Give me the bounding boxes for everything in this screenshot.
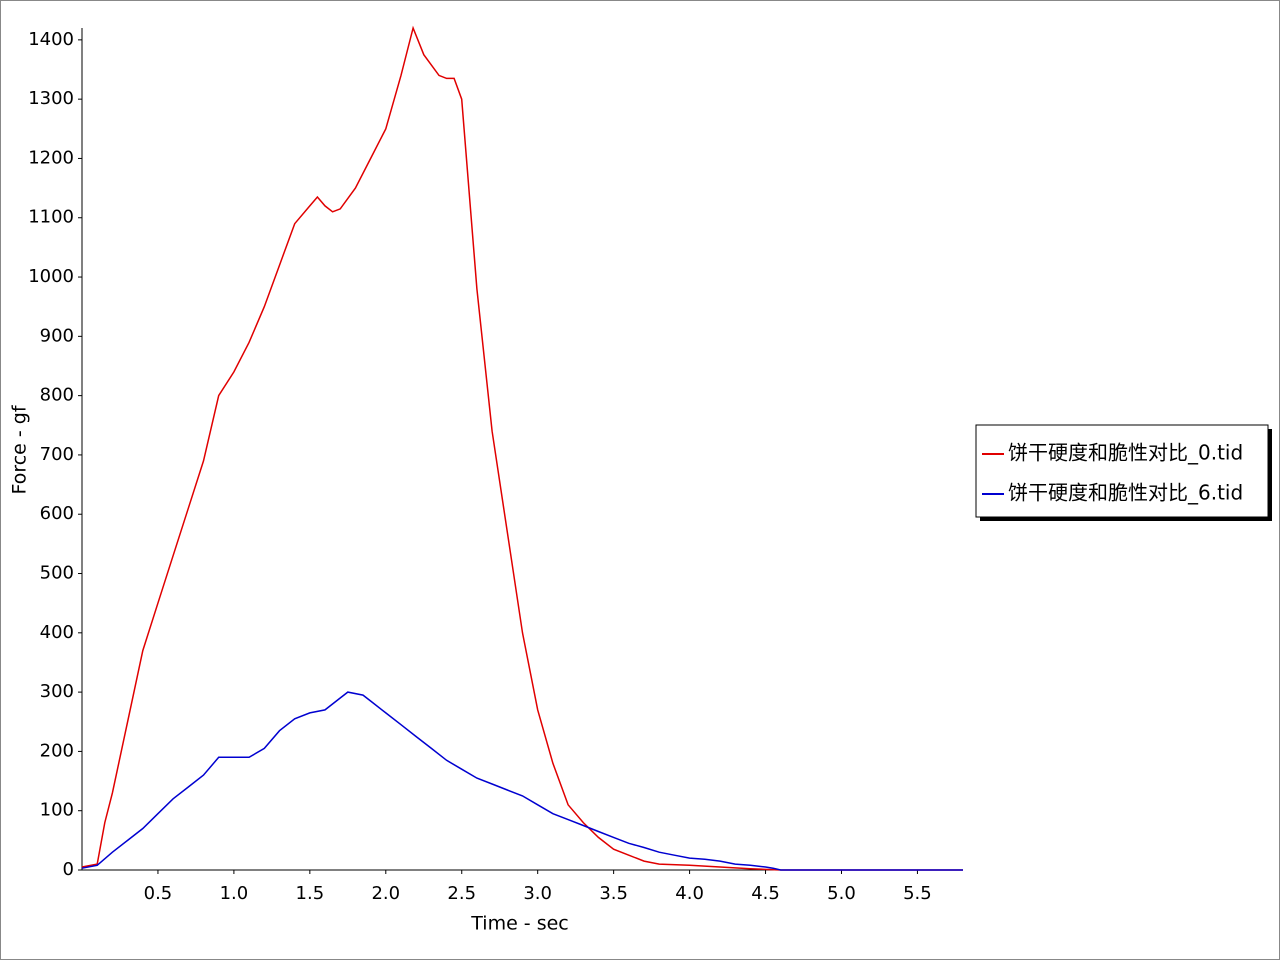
legend-label: 饼干硬度和脆性对比_6.tid — [1008, 481, 1243, 505]
y-tick-label: 400 — [40, 622, 74, 643]
y-tick-label: 1000 — [28, 266, 74, 287]
x-tick-label: 3.5 — [599, 883, 628, 904]
y-tick-label: 300 — [40, 681, 74, 702]
line — [81, 25, 963, 871]
y-tick-label: 1200 — [28, 147, 74, 168]
x-tick-label: 2.0 — [371, 883, 400, 904]
legend — [975, 424, 1269, 518]
y-axis-label: Force - gf — [9, 404, 31, 494]
y-tick-label: 1100 — [28, 207, 74, 228]
y-tick-label: 100 — [40, 800, 74, 821]
x-tick-label: 0.5 — [144, 883, 173, 904]
x-tick-label: 4.0 — [675, 883, 704, 904]
y-tick-label: 200 — [40, 740, 74, 761]
x-tick-label: 5.5 — [903, 883, 932, 904]
x-tick-label: 2.5 — [447, 883, 476, 904]
x-tick-label: 5.0 — [827, 883, 856, 904]
y-tick-label: 1300 — [28, 88, 74, 109]
legend-label: 饼干硬度和脆性对比_0.tid — [1008, 441, 1243, 465]
x-tick-label: 4.5 — [751, 883, 780, 904]
y-tick-label: 0 — [63, 859, 74, 880]
y-tick-label: 1400 — [28, 29, 74, 50]
x-tick-label: 1.0 — [220, 883, 249, 904]
y-tick-label: 700 — [40, 444, 74, 465]
line — [81, 691, 963, 871]
y-tick-label: 500 — [40, 563, 74, 584]
y-tick-label: 900 — [40, 325, 74, 346]
x-tick-label: 3.0 — [523, 883, 552, 904]
x-axis-label: Time - sec — [470, 913, 568, 935]
x-tick-label: 1.5 — [296, 883, 325, 904]
y-tick-label: 800 — [40, 385, 74, 406]
y-tick-label: 600 — [40, 503, 74, 524]
